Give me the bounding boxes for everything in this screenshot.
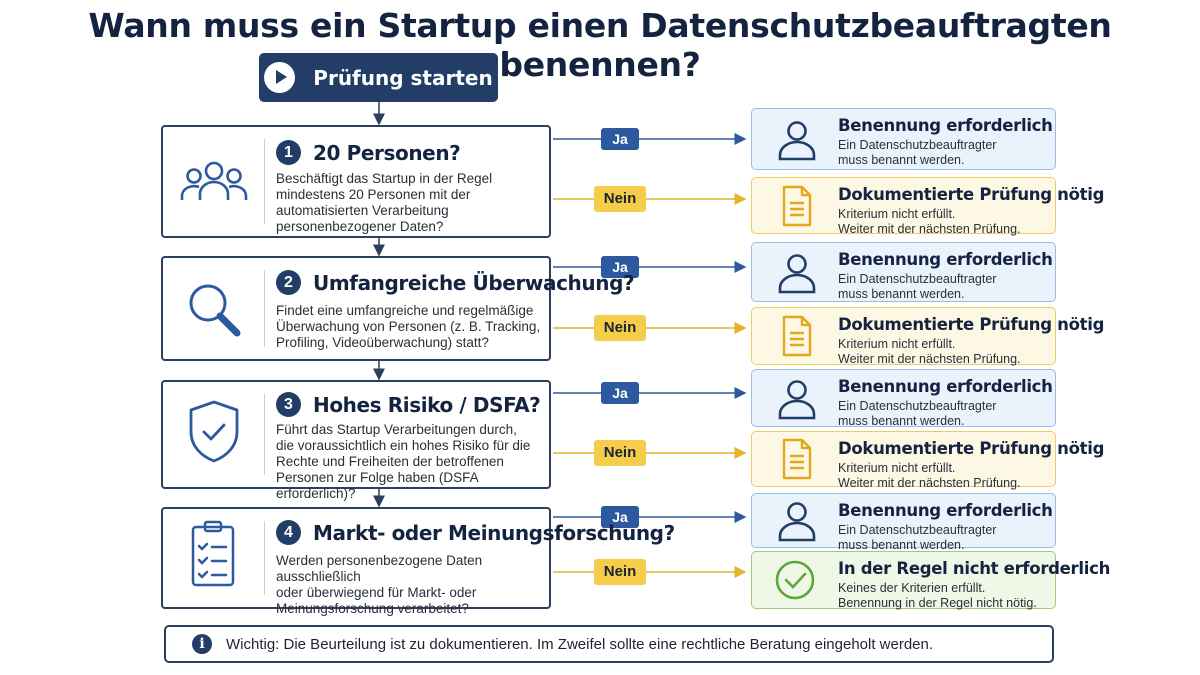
no-badge: Nein (594, 440, 646, 466)
shield-check-icon (175, 396, 253, 474)
question-title: Umfangreiche Überwachung? (313, 271, 635, 295)
divider (264, 270, 265, 347)
outcome-text: Ein Datenschutzbeauftragter muss benannt … (838, 272, 997, 301)
document-icon (774, 183, 820, 229)
outcome-text: Ein Datenschutzbeauftragter muss benannt … (838, 399, 997, 428)
step-number: 4 (276, 520, 301, 545)
divider (264, 139, 265, 224)
outcome-title: Benennung erforderlich (838, 501, 1053, 520)
document-icon (774, 436, 820, 482)
outcome-title: Benennung erforderlich (838, 116, 1053, 135)
question-text: Werden personenbezogene Daten ausschließ… (276, 553, 483, 616)
outcome-title: Benennung erforderlich (838, 377, 1053, 396)
outcome-text: Keines der Kriterien erfüllt. Benennung i… (838, 581, 1037, 610)
outcome-not-required: In der Regel nicht erforderlich Keines d… (751, 551, 1110, 610)
play-icon (264, 62, 296, 93)
magnifier-icon (175, 270, 253, 348)
no-badge: Nein (594, 559, 646, 585)
start-button-label: Prüfung starten (313, 65, 493, 90)
question-text: Beschäftigt das Startup in der Regel mind… (276, 171, 493, 234)
outcome-text: Ein Datenschutzbeauftragter muss benannt … (838, 523, 997, 552)
outcome-text: Kriterium nicht erfüllt. Weiter mit der n… (838, 337, 1021, 366)
outcome-title: Benennung erforderlich (838, 250, 1053, 269)
check-circle-icon (774, 558, 820, 604)
person-icon (774, 376, 820, 422)
divider (264, 521, 265, 595)
person-icon (774, 117, 820, 163)
clipboard-checklist-icon (175, 517, 253, 595)
question-title: 20 Personen? (313, 141, 461, 165)
outcome-text: Kriterium nicht erfüllt. Weiter mit der n… (838, 461, 1021, 490)
document-icon (774, 313, 820, 359)
question-text: Führt das Startup Verarbeitungen durch, d… (276, 422, 531, 501)
no-badge: Nein (594, 186, 646, 212)
step-number: 3 (276, 392, 301, 417)
outcome-required: Benennung erforderlich Ein Datenschutzbe… (751, 493, 1056, 552)
step-number: 1 (276, 140, 301, 165)
outcome-documented: Dokumentierte Prüfung nötig Kriterium ni… (751, 307, 1104, 366)
outcome-title: Dokumentierte Prüfung nötig (838, 315, 1105, 334)
question-box-3: 3 Hohes Risiko / DSFA? Führt das Startup… (161, 380, 551, 501)
question-box-1: 1 20 Personen? Beschäftigt das Startup i… (161, 125, 551, 238)
question-title: Markt- oder Meinungsforschung? (313, 521, 675, 545)
yes-badge: Ja (601, 382, 639, 404)
outcome-required: Benennung erforderlich Ein Datenschutzbe… (751, 242, 1056, 302)
divider (264, 394, 265, 475)
question-text: Findet eine umfangreiche und regelmäßige… (276, 303, 541, 350)
yes-badge: Ja (601, 506, 639, 528)
person-icon (774, 250, 820, 296)
start-button[interactable]: Prüfung starten (259, 53, 498, 102)
outcome-title: Dokumentierte Prüfung nötig (838, 439, 1105, 458)
page-title: Wann muss ein Startup einen Datenschutzb… (88, 6, 1112, 84)
outcome-title: In der Regel nicht erforderlich (838, 559, 1111, 578)
yes-badge: Ja (601, 128, 639, 150)
question-title: Hohes Risiko / DSFA? (313, 393, 541, 417)
people-icon (175, 144, 253, 222)
info-icon: i (192, 634, 212, 654)
outcome-required: Benennung erforderlich Ein Datenschutzbe… (751, 108, 1056, 170)
step-number: 2 (276, 270, 301, 295)
outcome-text: Ein Datenschutzbeauftragter muss benannt … (838, 138, 997, 167)
outcome-title: Dokumentierte Prüfung nötig (838, 185, 1105, 204)
question-box-2: 2 Umfangreiche Überwachung? Findet eine … (161, 256, 635, 361)
person-icon (774, 498, 820, 544)
outcome-documented: Dokumentierte Prüfung nötig Kriterium ni… (751, 177, 1104, 236)
outcome-documented: Dokumentierte Prüfung nötig Kriterium ni… (751, 431, 1104, 490)
no-badge: Nein (594, 315, 646, 341)
yes-badge: Ja (601, 256, 639, 278)
question-box-4: 4 Markt- oder Meinungsforschung? Werden … (161, 507, 675, 616)
note-text: Wichtig: Die Beurteilung ist zu dokument… (226, 635, 934, 653)
important-note: i Wichtig: Die Beurteilung ist zu dokume… (164, 625, 1054, 663)
outcome-text: Kriterium nicht erfüllt. Weiter mit der n… (838, 207, 1021, 236)
outcome-required: Benennung erforderlich Ein Datenschutzbe… (751, 369, 1056, 428)
